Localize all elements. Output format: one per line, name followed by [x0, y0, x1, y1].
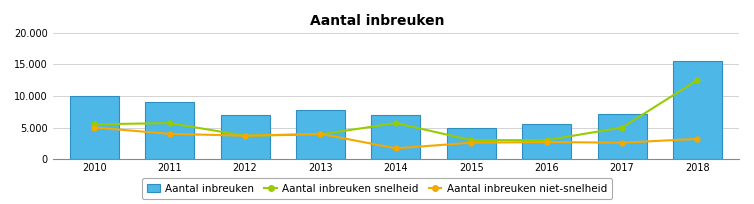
Bar	[296, 110, 345, 159]
Legend: Aantal inbreuken, Aantal inbreuken snelheid, Aantal inbreuken niet-snelheid: Aantal inbreuken, Aantal inbreuken snelh…	[142, 178, 612, 199]
Bar	[220, 115, 270, 159]
Bar	[446, 128, 496, 159]
Bar	[69, 96, 118, 159]
Bar	[597, 114, 646, 159]
Bar	[522, 124, 572, 159]
Bar	[145, 102, 194, 159]
Bar	[673, 61, 722, 159]
Bar	[371, 115, 421, 159]
Text: Aantal inbreuken: Aantal inbreuken	[310, 14, 444, 28]
